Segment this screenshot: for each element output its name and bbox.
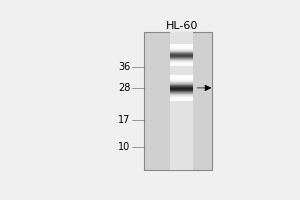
Bar	[145, 32, 212, 170]
Text: 17: 17	[118, 115, 130, 125]
Text: 36: 36	[118, 62, 130, 72]
Text: 28: 28	[118, 83, 130, 93]
Bar	[170, 32, 193, 170]
Text: 10: 10	[118, 142, 130, 152]
Text: HL-60: HL-60	[166, 21, 198, 31]
